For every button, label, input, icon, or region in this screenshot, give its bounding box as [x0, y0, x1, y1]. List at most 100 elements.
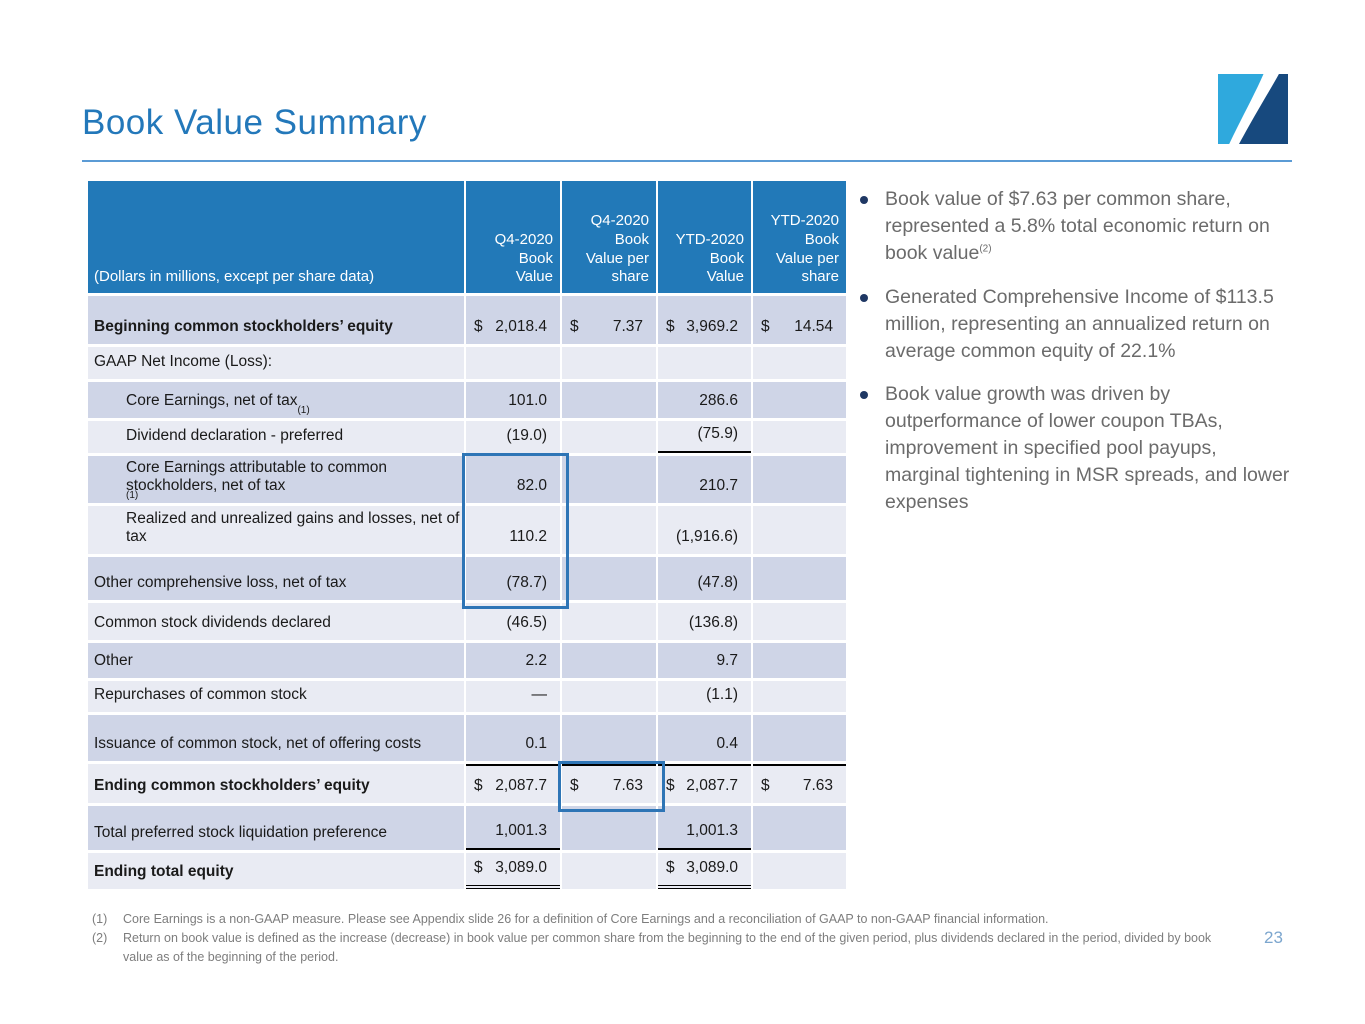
- value-cell: —: [466, 681, 560, 712]
- row-label-text: Core Earnings, net of tax: [126, 392, 298, 410]
- footnote-text: Core Earnings is a non-GAAP measure. Ple…: [123, 912, 1049, 926]
- cell-value: 2,087.7: [495, 777, 547, 795]
- row-label: Dividend declaration - preferred: [88, 421, 464, 453]
- row-label-text: Ending common stockholders’ equity: [94, 777, 370, 795]
- value-cell: 9.7: [658, 643, 751, 678]
- value-cell: 82.0: [466, 456, 560, 503]
- cell-value: 3,089.0: [495, 859, 547, 877]
- cell-value: 82.0: [516, 477, 547, 495]
- book-value-table: (Dollars in millions, except per share d…: [88, 181, 846, 889]
- table-header-col: Q4-2020 Book Value per share: [562, 181, 656, 293]
- table-header-col: Q4-2020 Book Value: [466, 181, 560, 293]
- row-label: Realized and unrealized gains and losses…: [88, 506, 464, 554]
- cell-value: (78.7): [506, 574, 548, 592]
- row-label: Total preferred stock liquidation prefer…: [88, 806, 464, 850]
- currency-symbol: $: [570, 318, 579, 336]
- cell-value: 2,087.7: [686, 777, 738, 795]
- cell-value: 0.4: [716, 735, 738, 753]
- value-cell: 0.4: [658, 715, 751, 761]
- footnote-number: (2): [92, 930, 108, 945]
- value-cell: (19.0): [466, 421, 560, 453]
- value-cell: 286.6: [658, 382, 751, 418]
- value-cell: [562, 681, 656, 712]
- value-cell: $7.37: [562, 296, 656, 344]
- row-label-text: Other comprehensive loss, net of tax: [94, 574, 347, 592]
- cell-value: 3,089.0: [686, 859, 738, 877]
- bullet-marker-icon: [860, 196, 868, 204]
- value-cell: $7.63: [562, 764, 656, 803]
- value-cell: 0.1: [466, 715, 560, 761]
- row-label: Core Earnings attributable to common sto…: [88, 456, 464, 503]
- cell-value: 14.54: [794, 318, 833, 336]
- table-header-col: YTD-2020 Book Value per share: [753, 181, 846, 293]
- value-cell: $2,087.7: [658, 764, 751, 803]
- value-cell: [753, 557, 846, 600]
- currency-symbol: $: [666, 859, 675, 877]
- commentary-bullets: Book value of $7.63 per common share, re…: [858, 186, 1295, 516]
- title-divider: [82, 160, 1292, 162]
- row-label-text: Core Earnings attributable to common sto…: [126, 458, 388, 495]
- value-cell: [562, 557, 656, 600]
- row-label: Repurchases of common stock: [88, 681, 464, 712]
- cell-value: 9.7: [716, 652, 738, 670]
- currency-symbol: $: [761, 777, 770, 795]
- currency-symbol: $: [570, 777, 579, 795]
- value-cell: [466, 347, 560, 379]
- value-cell: [753, 421, 846, 453]
- bullet-item: Book value growth was driven by outperfo…: [858, 381, 1295, 516]
- value-cell: [753, 347, 846, 379]
- bullet-item: Book value of $7.63 per common share, re…: [858, 186, 1295, 267]
- cell-value: 210.7: [699, 477, 738, 495]
- currency-symbol: $: [474, 777, 483, 795]
- value-cell: [562, 806, 656, 850]
- value-cell: [753, 806, 846, 850]
- value-cell: [753, 715, 846, 761]
- value-cell: $2,087.7: [466, 764, 560, 803]
- value-cell: [753, 603, 846, 640]
- row-label: Ending total equity: [88, 853, 464, 889]
- footnote-ref: (2): [979, 243, 992, 255]
- value-cell: [562, 506, 656, 554]
- value-cell: (47.8): [658, 557, 751, 600]
- cell-value: 3,969.2: [686, 318, 738, 336]
- value-cell: (136.8): [658, 603, 751, 640]
- company-logo-icon: [1218, 74, 1288, 144]
- currency-symbol: $: [474, 859, 483, 877]
- row-label-text: Total preferred stock liquidation prefer…: [94, 824, 387, 842]
- table-header-col: YTD-2020 Book Value: [658, 181, 751, 293]
- value-cell: [562, 603, 656, 640]
- cell-value: (1,916.6): [675, 528, 738, 546]
- page-number: 23: [1264, 928, 1283, 947]
- value-cell: $2,018.4: [466, 296, 560, 344]
- value-cell: [562, 643, 656, 678]
- cell-value: (136.8): [688, 614, 738, 632]
- value-cell: (78.7): [466, 557, 560, 600]
- currency-symbol: $: [666, 777, 675, 795]
- bullet-marker-icon: [860, 391, 868, 400]
- cell-value: 1,001.3: [495, 822, 547, 840]
- value-cell: 2.2: [466, 643, 560, 678]
- value-cell: [753, 456, 846, 503]
- footnote-item: (2) Return on book value is defined as th…: [92, 929, 1220, 967]
- value-cell: $7.63: [753, 764, 846, 803]
- cell-value: 7.37: [612, 318, 643, 336]
- row-label: Ending common stockholders’ equity: [88, 764, 464, 803]
- value-cell: [658, 347, 751, 379]
- cell-value: (1.1): [706, 686, 738, 704]
- row-label: Core Earnings, net of tax (1): [88, 382, 464, 418]
- cell-value: (75.9): [697, 425, 739, 443]
- value-cell: 101.0: [466, 382, 560, 418]
- currency-symbol: $: [474, 318, 483, 336]
- cell-value: 7.63: [612, 777, 643, 795]
- cell-value: 286.6: [699, 392, 738, 410]
- value-cell: [562, 382, 656, 418]
- value-cell: $3,089.0: [658, 853, 751, 889]
- value-cell: 1,001.3: [658, 806, 751, 850]
- value-cell: [753, 382, 846, 418]
- row-label-text: Dividend declaration - preferred: [126, 427, 344, 445]
- value-cell: $3,089.0: [466, 853, 560, 889]
- currency-symbol: $: [666, 318, 675, 336]
- row-label: Other: [88, 643, 464, 678]
- cell-value: (19.0): [506, 427, 548, 445]
